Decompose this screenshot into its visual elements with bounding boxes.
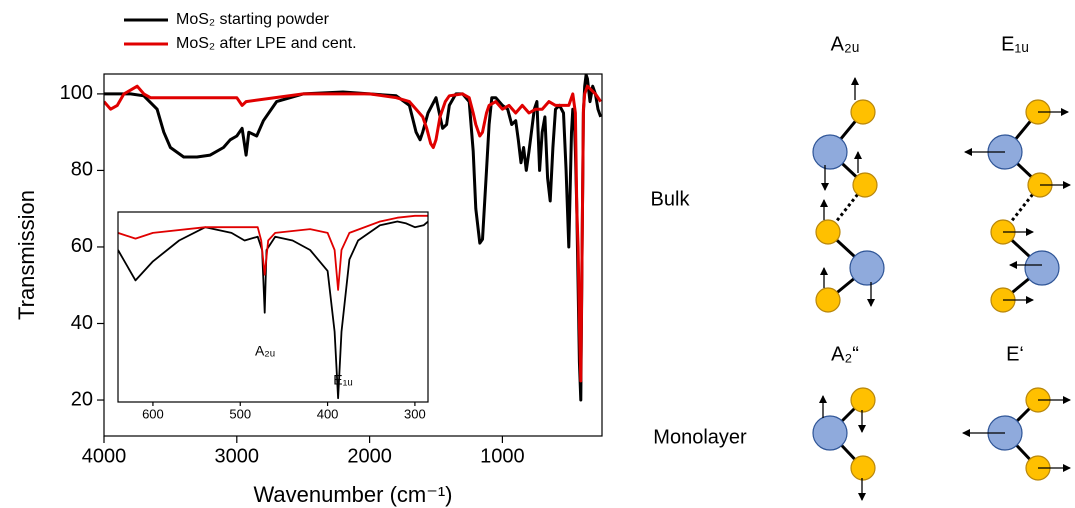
legend-label: MoS₂ starting powder — [176, 11, 330, 28]
chart: 600 500 400 300 A₂ᵤ E₁ᵤ — [117, 211, 429, 422]
x-tick-label: 600 — [142, 407, 164, 422]
series-line — [118, 220, 428, 400]
x-tick-label: 1000 — [480, 445, 525, 467]
y-axis-title: Transmission — [14, 190, 39, 320]
mode-label: E₁ᵤ — [1001, 33, 1029, 55]
series-line — [118, 214, 428, 291]
plot-area — [118, 212, 428, 402]
annotation: A₂ᵤ — [255, 343, 275, 359]
x-tick-label: 2000 — [347, 445, 392, 467]
charts: 4000 3000 2000 1000 20 40 60 80 100 Wavenumber (c… — [14, 11, 603, 507]
x-tick-label: 400 — [317, 407, 339, 422]
y-tick-label: 80 — [71, 159, 93, 181]
x-tick-label: 4000 — [82, 445, 127, 467]
x-axis-title: Wavenumber (cm⁻¹) — [253, 482, 452, 507]
y-tick-label: 100 — [60, 82, 93, 104]
row-label: Bulk — [651, 188, 691, 210]
legend-label: MoS₂ after LPE and cent. — [176, 35, 357, 52]
mode-label: A₂ᵤ — [831, 33, 860, 55]
plot-frame — [117, 211, 429, 403]
mode-label: E‘ — [1006, 343, 1024, 365]
x-tick-label: 500 — [229, 407, 251, 422]
y-tick-label: 60 — [71, 235, 93, 257]
x-tick-label: 3000 — [215, 445, 260, 467]
series-line — [104, 84, 602, 383]
structure — [812, 77, 885, 313]
structure — [812, 387, 876, 501]
structure — [964, 99, 1071, 313]
structure — [962, 387, 1071, 481]
diagram: A₂ᵤ E₁ᵤ A₂“ E‘ Bulk Monolayer — [651, 33, 1071, 501]
annotation: E₁ᵤ — [333, 372, 352, 388]
row-label: Monolayer — [653, 426, 747, 448]
x-tick-label: 300 — [404, 407, 426, 422]
y-tick-label: 20 — [71, 388, 93, 410]
y-tick-label: 40 — [71, 312, 93, 334]
mode-label: A₂“ — [831, 343, 859, 365]
plot-frame — [103, 73, 603, 437]
